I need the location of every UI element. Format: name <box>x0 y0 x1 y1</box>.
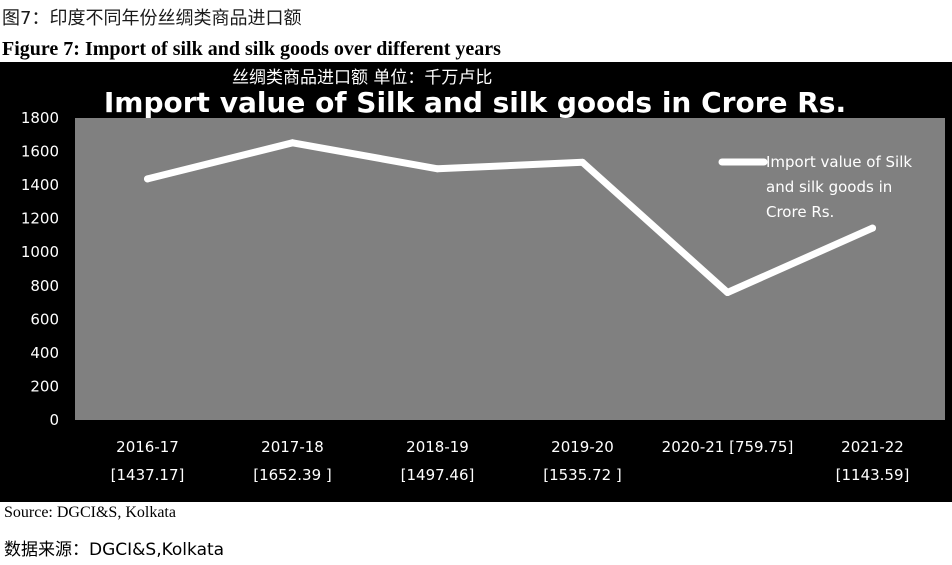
source-note-english: Source: DGCI&S, Kolkata <box>4 504 176 521</box>
y-tick-label: 1000 <box>21 243 59 261</box>
y-tick-label: 800 <box>30 277 59 295</box>
line-chart: 丝绸类商品进口额 单位：千万卢比 Import value of Silk an… <box>0 62 952 502</box>
data-point <box>434 165 441 173</box>
x-tick-label: 2017-18 <box>261 438 324 456</box>
data-point <box>724 289 731 297</box>
y-tick-label: 1600 <box>21 143 59 161</box>
data-point <box>144 175 151 183</box>
x-tick-label: 2021-22 <box>841 438 904 456</box>
y-axis-ticks: 0 200 400 600 800 1000 1200 1400 1600 1800 <box>21 109 59 429</box>
chart-title: Import value of Silk and silk goods in C… <box>104 86 846 119</box>
x-tick-label: [1143.59] <box>836 466 910 484</box>
chart-svg: 丝绸类商品进口额 单位：千万卢比 Import value of Silk an… <box>0 62 952 502</box>
legend-label: and silk goods in <box>766 178 892 196</box>
data-point <box>869 224 876 232</box>
legend-label: Crore Rs. <box>766 203 834 221</box>
y-tick-label: 600 <box>30 310 59 328</box>
legend: Import value of Silk and silk goods in Cro… <box>718 153 912 221</box>
y-tick-label: 200 <box>30 377 59 395</box>
figure-title-chinese: 图7：印度不同年份丝绸类商品进口额 <box>2 8 302 29</box>
y-tick-label: 1800 <box>21 109 59 127</box>
x-tick-label: 2016-17 <box>116 438 179 456</box>
chart-subtitle-chinese: 丝绸类商品进口额 单位：千万卢比 <box>232 68 492 88</box>
series-line <box>144 139 876 296</box>
x-tick-label: 2020-21 [759.75] <box>662 438 794 456</box>
x-tick-label: [1535.72 ] <box>543 466 622 484</box>
x-tick-label: 2019-20 <box>551 438 614 456</box>
series-layer <box>144 139 876 297</box>
data-point <box>579 158 586 166</box>
x-tick-label: [1437.17] <box>111 466 185 484</box>
x-tick-label: [1652.39 ] <box>253 466 332 484</box>
x-tick-label: 2018-19 <box>406 438 469 456</box>
y-tick-label: 1400 <box>21 176 59 194</box>
x-axis-ticks: 2016-17 [1437.17] 2017-18 [1652.39 ] 2018-19… <box>111 438 910 484</box>
legend-label: Import value of Silk <box>766 153 912 171</box>
source-note-chinese: 数据来源：DGCI&S,Kolkata <box>4 540 225 560</box>
data-point <box>289 139 296 147</box>
y-tick-label: 0 <box>49 411 59 429</box>
y-tick-label: 400 <box>30 344 59 362</box>
x-tick-label: [1497.46] <box>401 466 475 484</box>
y-tick-label: 1200 <box>21 210 59 228</box>
figure-title-english: Figure 7: Import of silk and silk goods … <box>2 38 501 60</box>
